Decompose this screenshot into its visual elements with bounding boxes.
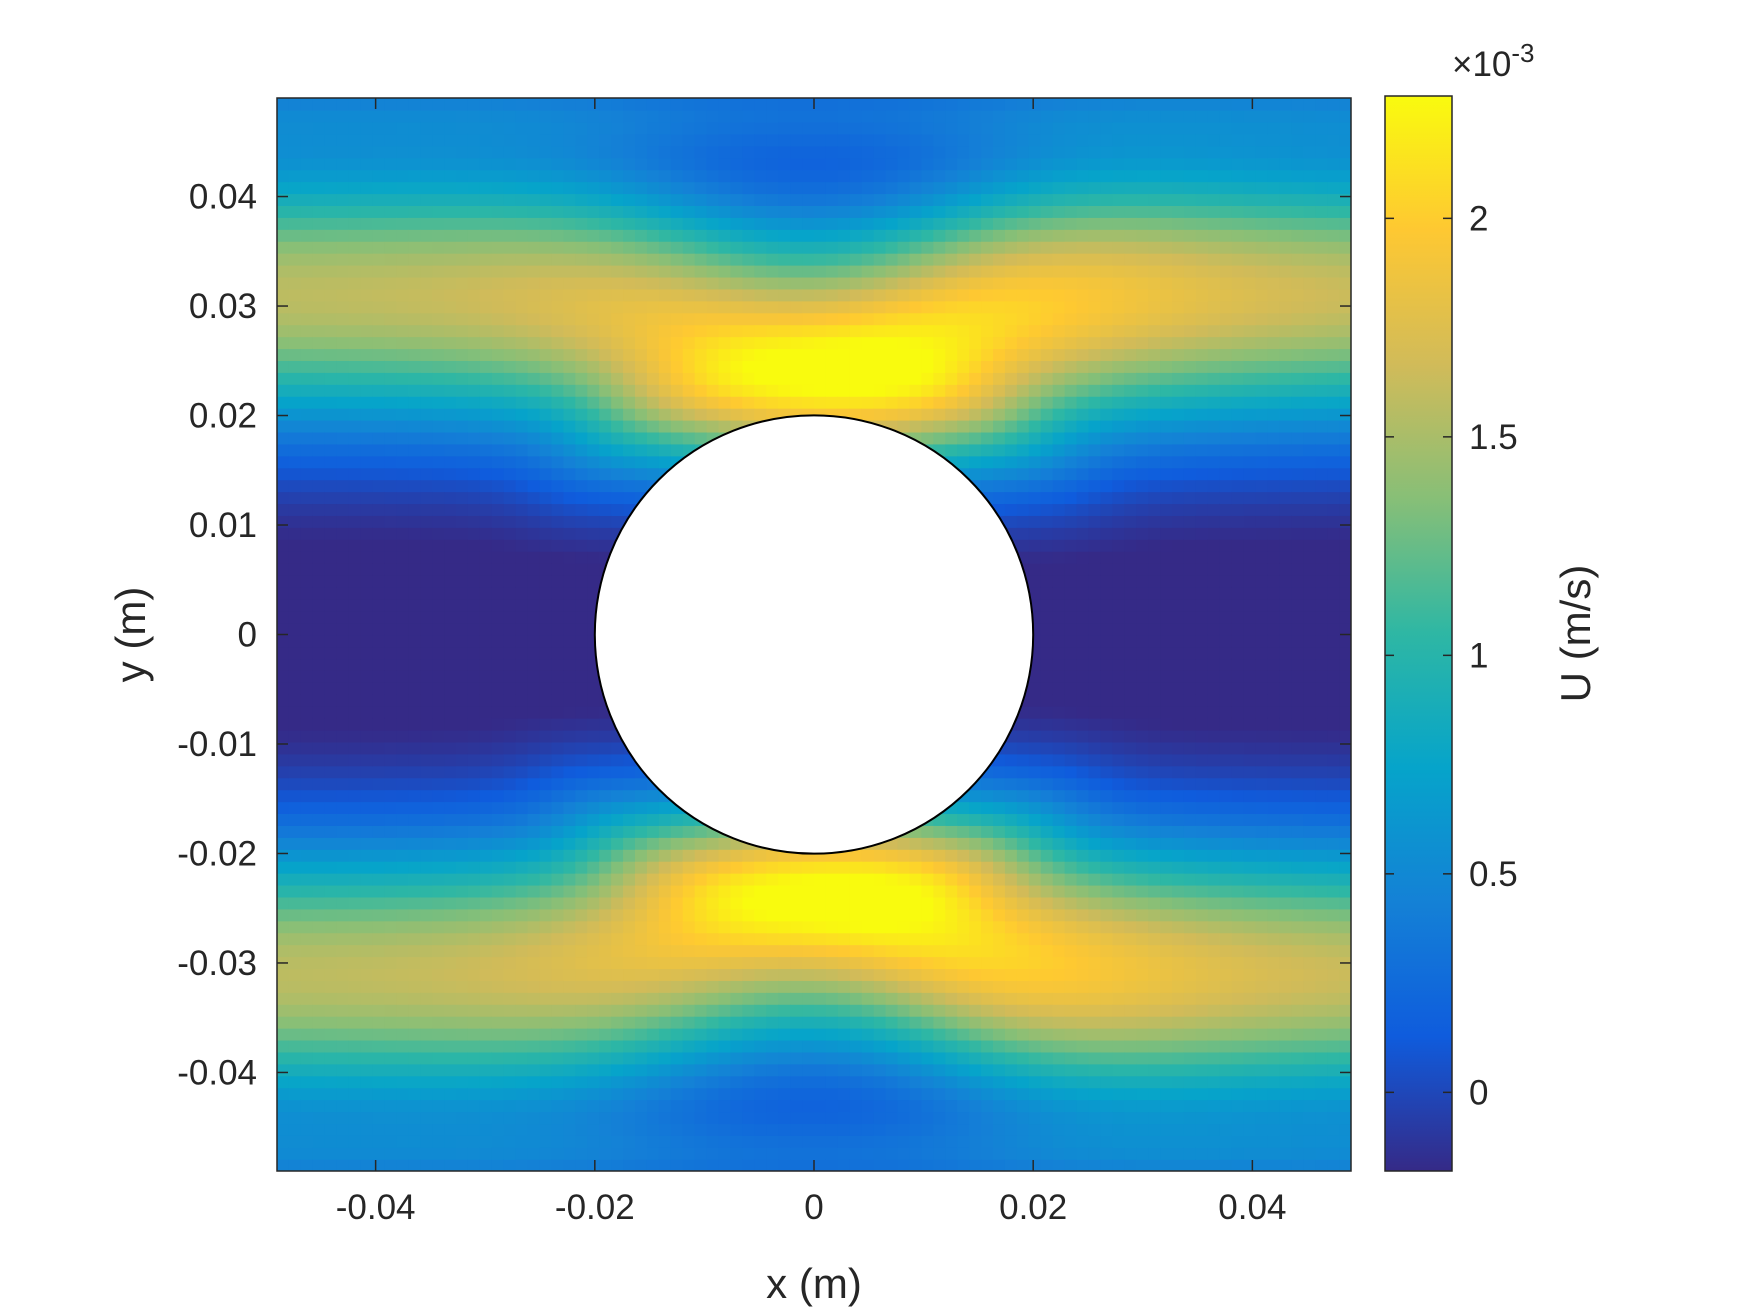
x-tick-label: 0.02 bbox=[999, 1188, 1067, 1227]
x-tick-label: -0.04 bbox=[336, 1188, 416, 1227]
y-tick-label: -0.03 bbox=[177, 944, 257, 983]
colorbar: 0 0.5 1 1.5 2 bbox=[1384, 95, 1518, 1172]
y-tick-label: 0.03 bbox=[189, 287, 257, 326]
y-tick-label: -0.01 bbox=[177, 725, 257, 764]
y-tick-label: 0.02 bbox=[189, 397, 257, 436]
colorbar-tick-label: 1 bbox=[1469, 636, 1488, 675]
x-tick-label: -0.02 bbox=[555, 1188, 635, 1227]
x-axis-label: x (m) bbox=[766, 1260, 862, 1307]
y-tick-label: 0 bbox=[238, 616, 257, 655]
y-axis-label: y (m) bbox=[107, 587, 154, 683]
colorbar-gradient bbox=[1384, 95, 1453, 1172]
plot-area: -0.04 -0.02 0 0.02 0.04 0.04 0.03 0.02 0.01 0 -0.0… bbox=[177, 97, 1352, 1227]
colorbar-tick-label: 0.5 bbox=[1469, 855, 1518, 894]
y-tick-label: 0.04 bbox=[189, 178, 257, 217]
y-tick-label: 0.01 bbox=[189, 506, 257, 545]
cylinder-obstacle bbox=[593, 414, 1035, 855]
y-tick-label: -0.04 bbox=[177, 1053, 257, 1092]
colorbar-tick-label: 2 bbox=[1469, 199, 1488, 238]
x-tick-label: 0 bbox=[804, 1188, 823, 1227]
colorbar-label: U (m/s) bbox=[1552, 565, 1599, 703]
colorbar-exponent: ×10-3 bbox=[1452, 38, 1535, 84]
colorbar-tick-label: 1.5 bbox=[1469, 418, 1518, 457]
colorbar-tick-label: 0 bbox=[1469, 1073, 1488, 1112]
x-tick-label: 0.04 bbox=[1218, 1188, 1286, 1227]
y-tick-label: -0.02 bbox=[177, 834, 257, 873]
